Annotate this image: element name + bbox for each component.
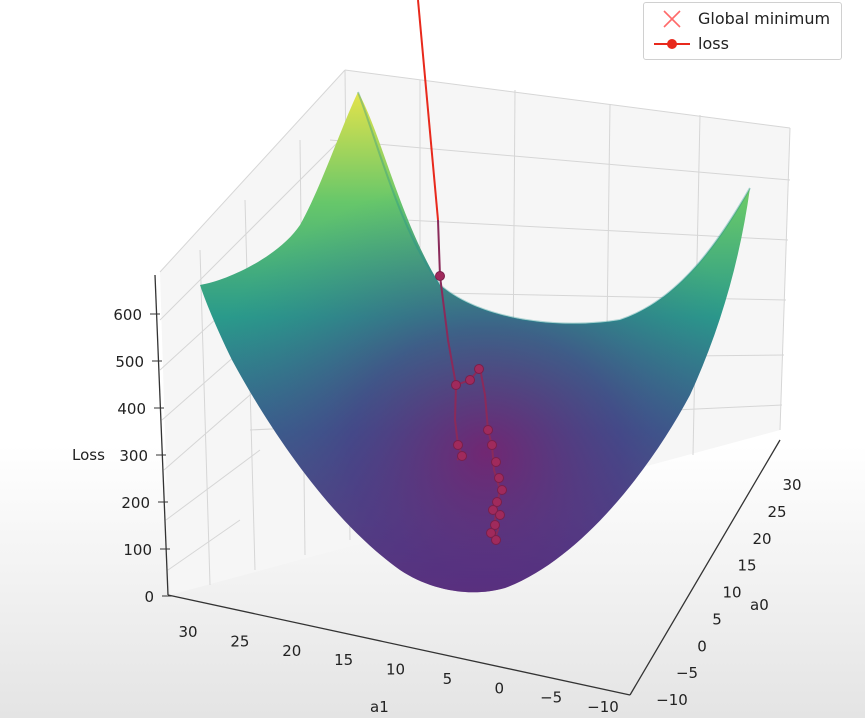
- legend-entry-loss: loss: [644, 33, 841, 55]
- z-tick-label: 400: [117, 400, 146, 418]
- y-tick-label: 15: [737, 557, 756, 575]
- x-tick-label: −5: [540, 689, 562, 707]
- x-tick-label: 20: [282, 642, 301, 660]
- loss-surface: [200, 91, 751, 593]
- line-marker-icon: [654, 39, 690, 49]
- z-tick-label: 600: [113, 306, 142, 324]
- y-tick-label: 10: [722, 584, 741, 602]
- z-tick-label: 300: [119, 447, 148, 465]
- y-tick-label: 30: [782, 476, 801, 494]
- y-axis-label: a0: [750, 596, 769, 614]
- x-tick-label: −10: [587, 698, 619, 716]
- z-tick-label: 200: [121, 494, 150, 512]
- z-axis-label: Loss: [72, 446, 105, 464]
- x-tick-label: 30: [178, 623, 197, 641]
- z-axis-ticks: 0 100 200 300 400 500 600: [113, 306, 172, 606]
- y-tick-label: 25: [767, 503, 786, 521]
- y-tick-label: 0: [697, 637, 707, 655]
- legend-label-loss: loss: [698, 34, 729, 53]
- x-axis-label: a1: [370, 698, 389, 716]
- z-tick-label: 100: [123, 541, 152, 559]
- x-tick-label: 5: [443, 670, 453, 688]
- x-axis-ticks: 30 25 20 15 10 5 0 −5 −10: [178, 623, 618, 716]
- x-tick-label: 0: [494, 679, 504, 697]
- y-tick-label: 20: [752, 530, 771, 548]
- x-tick-label: 25: [230, 632, 249, 650]
- legend: Global minimum loss: [643, 2, 842, 60]
- legend-entry-global-minimum: Global minimum: [644, 8, 841, 30]
- x-tick-label: 15: [334, 651, 353, 669]
- x-marker-icon: [663, 10, 681, 28]
- z-tick-label: 500: [115, 353, 144, 371]
- x-tick-label: 10: [386, 661, 405, 679]
- loss-trajectory: [417, 0, 507, 545]
- y-tick-label: −5: [676, 664, 698, 682]
- y-tick-label: 5: [712, 610, 722, 628]
- axis-lines: [154, 274, 781, 696]
- legend-label-global-minimum: Global minimum: [698, 9, 831, 28]
- y-tick-label: −10: [656, 691, 688, 709]
- z-tick-label: 0: [144, 588, 154, 606]
